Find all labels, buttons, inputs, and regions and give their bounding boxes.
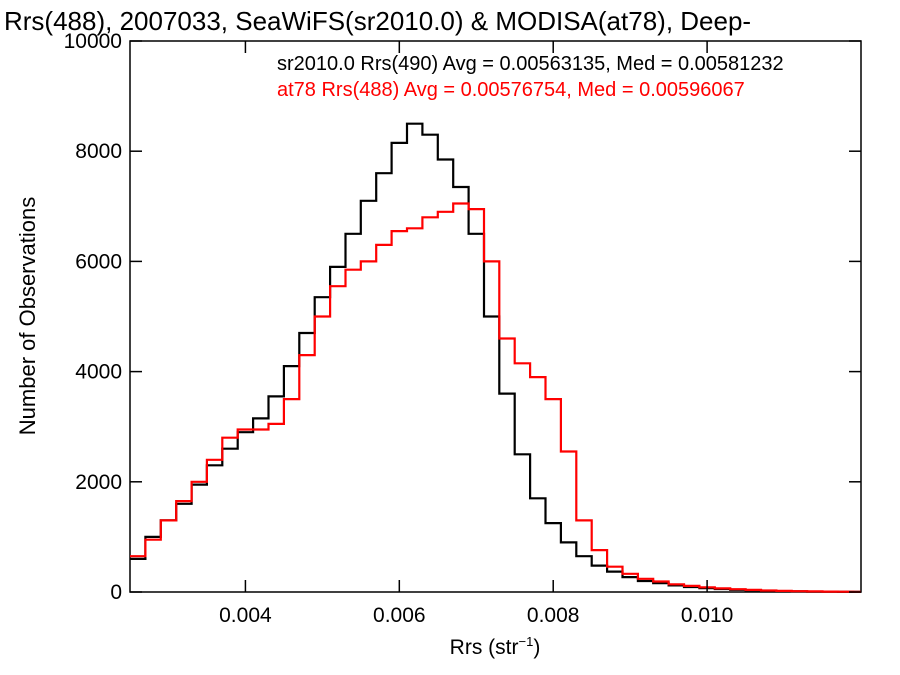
y-tick-label: 6000 xyxy=(75,250,122,273)
legend-entry-2: at78 Rrs(488) Avg = 0.00576754, Med = 0.… xyxy=(277,79,745,101)
x-axis-label-superscript: −1 xyxy=(519,634,534,649)
x-axis-label-main: Rrs (str xyxy=(450,636,519,659)
series-line-1 xyxy=(130,122,861,593)
plot-frame xyxy=(129,40,862,593)
series-line-2 xyxy=(130,202,861,593)
plot-area: 0.004 0.006 0.008 0.010 0 2000 4000 6000 8000 100… xyxy=(64,30,862,627)
x-tick-label: 0.010 xyxy=(681,604,734,627)
series-layer xyxy=(130,122,861,593)
legend: sr2010.0 Rrs(490) Avg = 0.00563135, Med … xyxy=(277,53,784,101)
y-axis-label: Number of Observations xyxy=(15,197,40,435)
x-tick-label: 0.006 xyxy=(373,604,426,627)
y-tick-label: 0 xyxy=(110,581,122,604)
x-axis-label: Rrs (str−1) xyxy=(450,634,541,659)
y-tick-label: 4000 xyxy=(75,361,122,384)
x-tick-label: 0.008 xyxy=(527,604,580,627)
y-tick-label: 2000 xyxy=(75,471,122,494)
legend-entry-1: sr2010.0 Rrs(490) Avg = 0.00563135, Med … xyxy=(277,53,784,75)
tick-layer: 0.004 0.006 0.008 0.010 0 2000 4000 6000 8000 100… xyxy=(64,30,861,627)
x-axis-label-close: ) xyxy=(533,636,540,659)
x-tick-label: 0.004 xyxy=(219,604,272,627)
y-tick-label: 10000 xyxy=(64,30,122,53)
chart-title: Rrs(488), 2007033, SeaWiFS(sr2010.0) & M… xyxy=(4,6,751,36)
y-tick-label: 8000 xyxy=(75,140,122,163)
